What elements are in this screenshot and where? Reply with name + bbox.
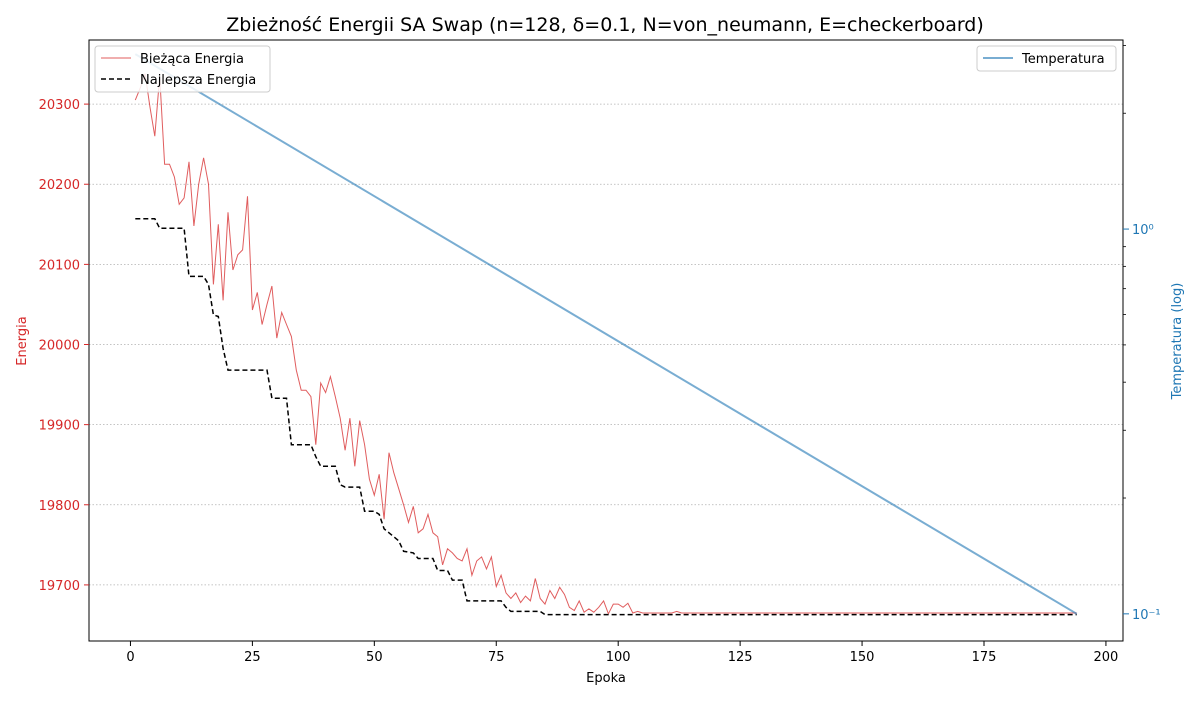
legend-left-box xyxy=(94,45,271,93)
legend-left: Bieżąca Energia Najlepsza Energia xyxy=(94,45,271,93)
y-right-tick-label: 10⁰ xyxy=(1132,223,1154,238)
y-left-tick-label: 20300 xyxy=(39,98,80,113)
x-tick-label: 100 xyxy=(606,650,631,665)
x-tick-label: 25 xyxy=(244,650,261,665)
x-tick-label: 0 xyxy=(126,650,134,665)
y-left-tick-label: 20000 xyxy=(39,339,80,354)
x-tick-label: 125 xyxy=(728,650,753,665)
y-left-tick-label: 20200 xyxy=(39,178,80,193)
series-best-energy-line xyxy=(135,217,1077,616)
series-temperature-line xyxy=(134,53,1078,615)
y-left-tick-label: 20100 xyxy=(39,258,80,273)
y-left-tick-label: 19700 xyxy=(39,579,80,594)
chart-title: Zbieżność Energii SA Swap (n=128, δ=0.1,… xyxy=(226,14,984,36)
x-tick-label: 50 xyxy=(366,650,383,665)
plot-frame xyxy=(88,39,1124,642)
x-tick-label: 175 xyxy=(972,650,997,665)
y-axis-right-label: Temperatura (log) xyxy=(1170,283,1185,401)
legend-current-label: Bieżąca Energia xyxy=(140,52,244,67)
y-axis-left: 19700 19800 19900 20000 20100 20200 20300 xyxy=(39,98,89,594)
series-layer xyxy=(134,53,1078,616)
y-left-tick-label: 19900 xyxy=(39,419,80,434)
x-axis: 0 25 50 75 100 125 150 175 200 xyxy=(126,641,1118,665)
y-axis-right: 10⁻¹ 10⁰ xyxy=(1123,45,1161,623)
legend-best-label: Najlepsza Energia xyxy=(140,73,256,88)
x-tick-label: 75 xyxy=(488,650,505,665)
legend-temperature-label: Temperatura xyxy=(1021,52,1105,67)
legend-right-box xyxy=(976,45,1117,72)
x-axis-label: Epoka xyxy=(586,671,626,686)
y-axis-left-label: Energia xyxy=(15,316,30,365)
x-tick-label: 200 xyxy=(1094,650,1119,665)
series-current-energy-line xyxy=(134,73,1077,616)
y-left-tick-label: 19800 xyxy=(39,499,80,514)
grid-lines xyxy=(89,103,1123,586)
y-right-tick-label: 10⁻¹ xyxy=(1132,608,1161,623)
x-tick-label: 150 xyxy=(850,650,875,665)
legend-right: Temperatura xyxy=(976,45,1117,72)
